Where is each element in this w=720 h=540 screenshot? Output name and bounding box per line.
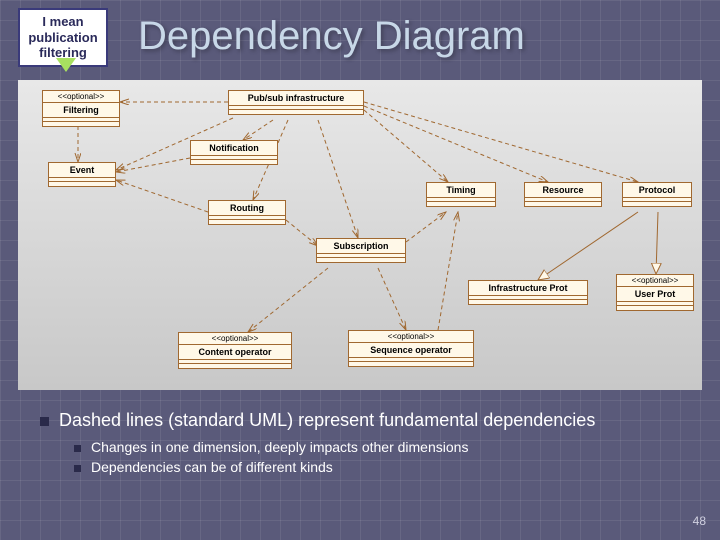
slide: I mean publication filtering Dependency … <box>0 0 720 540</box>
uml-node-subscription: Subscription <box>316 238 406 263</box>
uml-node-event: Event <box>48 162 116 187</box>
bullet-main-text: Dashed lines (standard UML) represent fu… <box>59 410 595 430</box>
uml-node-routing: Routing <box>208 200 286 225</box>
callout-line: I mean <box>28 14 98 30</box>
uml-node-pubsub: Pub/sub infrastructure <box>228 90 364 115</box>
callout-line: publication <box>28 30 98 46</box>
bullet-sub-text: Dependencies can be of different kinds <box>91 459 333 475</box>
dependency-diagram: <<optional>>Filtering Pub/sub infrastruct… <box>18 80 702 390</box>
uml-node-resource: Resource <box>524 182 602 207</box>
bullet-sub: Dependencies can be of different kinds <box>74 459 690 475</box>
bullet-sub: Changes in one dimension, deeply impacts… <box>74 439 690 455</box>
uml-node-contentop: <<optional>>Content operator <box>178 332 292 369</box>
page-title: Dependency Diagram <box>138 14 525 59</box>
bullet-square-icon <box>74 445 81 452</box>
uml-node-sequenceop: <<optional>>Sequence operator <box>348 330 474 367</box>
uml-node-notification: Notification <box>190 140 278 165</box>
bullet-square-icon <box>40 417 49 426</box>
callout-tail-icon <box>56 58 76 72</box>
bullet-square-icon <box>74 465 81 472</box>
page-number: 48 <box>693 514 706 528</box>
uml-node-userprot: <<optional>>User Prot <box>616 274 694 311</box>
bullet-sub-text: Changes in one dimension, deeply impacts… <box>91 439 468 455</box>
uml-node-protocol: Protocol <box>622 182 692 207</box>
uml-node-infraprot: Infrastructure Prot <box>468 280 588 305</box>
uml-node-timing: Timing <box>426 182 496 207</box>
uml-node-filtering: <<optional>>Filtering <box>42 90 120 127</box>
bullet-list: Dashed lines (standard UML) represent fu… <box>40 410 690 479</box>
bullet-main: Dashed lines (standard UML) represent fu… <box>40 410 690 431</box>
